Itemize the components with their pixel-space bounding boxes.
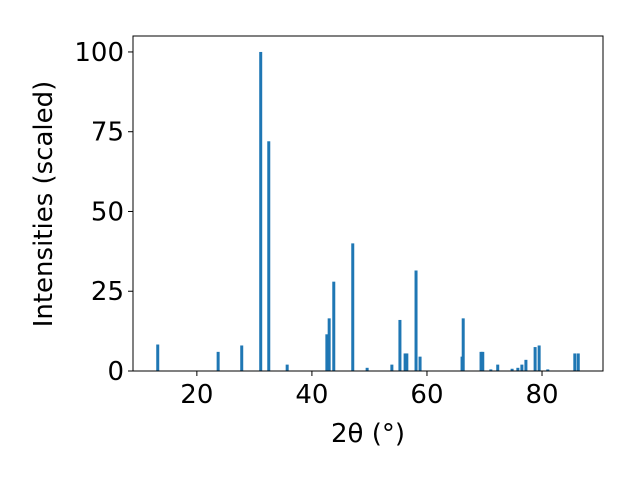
bar bbox=[403, 353, 407, 371]
bar bbox=[546, 369, 550, 371]
bar bbox=[576, 353, 580, 371]
bar bbox=[351, 243, 355, 371]
bar bbox=[332, 281, 336, 371]
bar bbox=[481, 351, 485, 371]
bar bbox=[489, 369, 493, 371]
bar bbox=[573, 353, 577, 371]
y-tick-label: 100 bbox=[74, 38, 124, 68]
bar bbox=[267, 141, 271, 371]
bar bbox=[479, 351, 483, 371]
bar bbox=[156, 344, 160, 371]
x-tick-label: 40 bbox=[295, 380, 328, 410]
bar bbox=[510, 368, 514, 371]
bar bbox=[516, 367, 520, 371]
bar bbox=[259, 51, 263, 371]
x-tick-label: 20 bbox=[180, 380, 213, 410]
x-axis-label: 2θ (°) bbox=[331, 419, 405, 449]
bar bbox=[524, 359, 528, 371]
y-tick-label: 75 bbox=[91, 118, 124, 148]
bar bbox=[414, 270, 418, 371]
bar bbox=[418, 356, 422, 371]
y-tick-label: 50 bbox=[91, 197, 124, 227]
bar bbox=[537, 345, 541, 371]
bar bbox=[461, 318, 465, 371]
bar bbox=[496, 364, 500, 371]
bar bbox=[216, 351, 220, 371]
bar bbox=[327, 318, 331, 371]
bar bbox=[405, 353, 409, 371]
x-tick-label: 60 bbox=[410, 380, 443, 410]
bar bbox=[533, 347, 537, 371]
bar bbox=[390, 364, 394, 371]
x-tick-label: 80 bbox=[525, 380, 558, 410]
y-axis-label: Intensities (scaled) bbox=[29, 81, 59, 328]
axes-frame bbox=[132, 35, 604, 372]
bar bbox=[285, 364, 289, 371]
bar bbox=[398, 319, 402, 371]
y-tick-label: 0 bbox=[107, 357, 124, 387]
bar bbox=[520, 364, 524, 371]
bar bbox=[325, 334, 329, 371]
bar bbox=[240, 345, 244, 371]
y-tick-label: 25 bbox=[91, 277, 124, 307]
bar bbox=[365, 367, 369, 371]
